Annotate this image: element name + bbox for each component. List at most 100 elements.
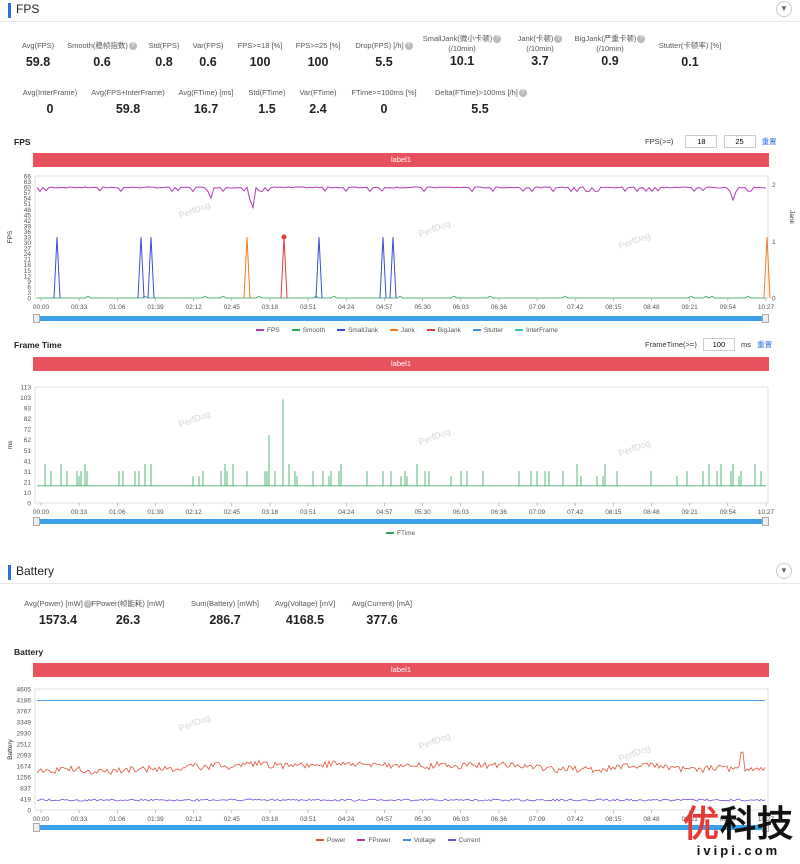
metric-label-unit: (/10min) [596, 44, 624, 53]
battery-label-bar[interactable]: label1 [33, 663, 769, 677]
x-tick-label: 05:30 [414, 509, 431, 516]
fps-threshold-2-input[interactable] [723, 135, 756, 148]
legend-item[interactable]: FTime [386, 530, 415, 537]
smalljank-spike [379, 236, 387, 299]
y-tick-label: 15 [24, 268, 32, 275]
battery-range-slider[interactable] [33, 823, 769, 832]
x-tick-label: 08:48 [643, 509, 660, 516]
legend-item[interactable]: Jank [390, 327, 415, 334]
collapse-fps-button[interactable]: ▼ [776, 1, 792, 17]
metric: Smooth(稳帧指数)? 0.6 [62, 41, 142, 69]
frametime-label-bar[interactable]: label1 [33, 357, 769, 371]
chevron-down-icon: ▼ [780, 4, 788, 13]
x-tick-label: 10:27 [758, 816, 775, 823]
slider-right-handle[interactable] [762, 517, 769, 526]
x-tick-label: 08:48 [643, 816, 660, 823]
y-tick-label: 24 [24, 251, 32, 258]
x-tick-label: 02:45 [224, 304, 241, 311]
metric-value: 1.5 [258, 102, 276, 116]
x-tick-label: 03:18 [262, 304, 279, 311]
fps-chart-title: FPS [14, 137, 31, 147]
y-tick-label: 21 [24, 257, 32, 264]
perfdog-watermark: PerfDog [617, 438, 651, 459]
help-icon[interactable]: ? [404, 42, 413, 51]
y-tick-label: 82 [24, 416, 32, 423]
help-icon[interactable]: ? [493, 35, 502, 44]
legend-item[interactable]: Voltage [402, 837, 436, 844]
frametime-threshold-control: FrameTime(>=) ms 重置 [645, 338, 772, 351]
y-tick-label: 4186 [17, 698, 32, 705]
slider-right-handle[interactable] [762, 823, 769, 832]
chevron-down-icon: ▼ [780, 566, 788, 575]
fps-threshold-1-input[interactable] [685, 135, 718, 148]
battery-section-header: Battery ▼ [0, 562, 800, 584]
legend-label: Power [327, 837, 346, 844]
x-tick-label: 07:09 [529, 304, 546, 311]
help-icon[interactable]: ? [83, 600, 92, 609]
y-tick-label: 3 [27, 290, 31, 297]
y-tick-label: 51 [24, 448, 32, 455]
y-tick-label: 48 [24, 207, 32, 214]
y-tick-label: 31 [24, 469, 32, 476]
smalljank-spike [315, 236, 323, 299]
y-tick-label: 66 [24, 174, 32, 181]
legend-item[interactable]: Current [447, 837, 480, 844]
help-icon[interactable]: ? [518, 89, 527, 98]
metric: FPS>=25 [%] 100 [278, 41, 358, 69]
legend-item[interactable]: Power [316, 837, 345, 844]
metric-label: Avg(Voltage) [mV] [274, 599, 336, 608]
perfdog-watermark: PerfDog [617, 230, 651, 251]
metric-label: Avg(Current) [mA] [351, 599, 413, 608]
metric: Avg(FPS) 59.8 [0, 41, 78, 69]
legend-item[interactable]: InterFrame [515, 327, 558, 334]
y-tick-label: 3767 [17, 709, 32, 716]
slider-left-handle[interactable] [33, 517, 40, 526]
legend-item[interactable]: FPS [256, 327, 280, 334]
smalljank-spike [137, 236, 145, 299]
x-tick-label: 00:00 [33, 304, 50, 311]
fps-label-bar[interactable]: label1 [33, 153, 769, 167]
slider-left-handle[interactable] [33, 314, 40, 323]
x-tick-label: 02:12 [185, 509, 202, 516]
fps-series-line [36, 186, 767, 210]
metric-label: Std(FPS) [148, 41, 180, 50]
slider-right-handle[interactable] [762, 314, 769, 323]
x-tick-label: 01:06 [109, 304, 126, 311]
metric: Sum(Battery) [mWh] 286.7 [180, 599, 270, 627]
help-icon[interactable]: ? [128, 42, 137, 51]
legend-item[interactable]: Stutter [472, 327, 503, 334]
legend-swatch [515, 329, 524, 332]
y-axis-title: FPS [7, 230, 14, 243]
metric-label: Var(FPS) [192, 41, 224, 50]
ftime-series-line [37, 399, 766, 487]
slider-left-handle[interactable] [33, 823, 40, 832]
x-tick-label: 08:15 [605, 509, 622, 516]
legend-item[interactable]: FPower [357, 837, 391, 844]
metric: FPower(帧能耗) [mW] 26.3 [83, 599, 173, 627]
metric: Avg(FPS+InterFrame) 59.8 [83, 88, 173, 116]
x-tick-label: 01:06 [109, 509, 126, 516]
fps-reset-link[interactable]: 重置 [761, 137, 777, 146]
metric-label: Avg(Power) [mW]? [13, 599, 103, 609]
x-tick-label: 00:00 [33, 816, 50, 823]
metric-label: SmallJank(微小卡顿)? [422, 34, 502, 44]
collapse-battery-button[interactable]: ▼ [776, 563, 792, 579]
frametime-range-slider[interactable] [33, 517, 769, 526]
x-tick-label: 07:42 [567, 509, 584, 516]
metric-value: 2.4 [309, 102, 327, 116]
help-icon[interactable]: ? [637, 35, 646, 44]
x-tick-label: 04:57 [376, 509, 393, 516]
metric-label: Avg(FPS+InterFrame) [91, 88, 165, 97]
legend-item[interactable]: BigJank [426, 327, 461, 334]
frametime-threshold-input[interactable] [702, 338, 735, 351]
help-icon[interactable]: ? [554, 35, 563, 44]
power-series-line [36, 751, 766, 776]
fps-range-slider[interactable] [33, 314, 769, 323]
metric-label: Sum(Battery) [mWh] [191, 599, 259, 608]
legend-item[interactable]: SmallJank [337, 327, 378, 334]
x-tick-label: 09:21 [682, 304, 699, 311]
metric-value: 0.6 [199, 55, 217, 69]
legend-item[interactable]: Smooth [291, 327, 325, 334]
metric: Stutter(卡顿率) [%] 0.1 [650, 41, 730, 69]
frametime-reset-link[interactable]: 重置 [757, 340, 773, 349]
